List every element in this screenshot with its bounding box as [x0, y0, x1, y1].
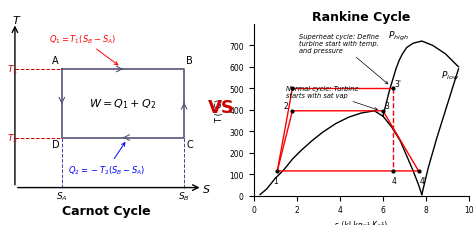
- Title: Rankine Cycle: Rankine Cycle: [312, 11, 410, 24]
- Text: Superheat cycle: Define
turbine start with temp.
and pressure: Superheat cycle: Define turbine start wi…: [299, 33, 388, 84]
- Text: $Q_2 = -T_2(S_B - S_A)$: $Q_2 = -T_2(S_B - S_A)$: [68, 143, 146, 176]
- Text: $P_{high}$: $P_{high}$: [388, 30, 409, 43]
- Text: 2: 2: [284, 101, 289, 110]
- Text: $P_{low}$: $P_{low}$: [441, 69, 459, 82]
- Text: VS: VS: [209, 99, 235, 117]
- Text: 4': 4': [420, 176, 427, 185]
- Text: $Q_1 = T_1(S_B - S_A)$: $Q_1 = T_1(S_B - S_A)$: [49, 33, 118, 65]
- Text: $S$: $S$: [202, 182, 211, 194]
- Text: C: C: [186, 139, 193, 149]
- Text: 3: 3: [384, 101, 389, 110]
- Text: $T_1$: $T_1$: [7, 63, 18, 76]
- Text: $S_A$: $S_A$: [56, 190, 68, 202]
- Text: 1: 1: [273, 176, 278, 185]
- Text: $W = Q_1 + Q_2$: $W = Q_1 + Q_2$: [89, 97, 156, 111]
- Text: 3': 3': [394, 80, 401, 89]
- Text: $T$: $T$: [12, 14, 21, 26]
- X-axis label: s (kJ kg⁻¹ K⁻¹): s (kJ kg⁻¹ K⁻¹): [335, 220, 388, 225]
- Text: A: A: [52, 56, 58, 66]
- Text: 4: 4: [392, 176, 396, 185]
- Text: $T_2$: $T_2$: [7, 132, 18, 144]
- Text: Carnot Cycle: Carnot Cycle: [63, 204, 151, 216]
- Text: D: D: [52, 139, 59, 149]
- Text: B: B: [186, 56, 193, 66]
- Y-axis label: T (°C): T (°C): [215, 98, 224, 122]
- Text: $S_B$: $S_B$: [178, 190, 190, 202]
- Text: Normal cycle: Turbine
starts with sat vap: Normal cycle: Turbine starts with sat va…: [286, 85, 377, 111]
